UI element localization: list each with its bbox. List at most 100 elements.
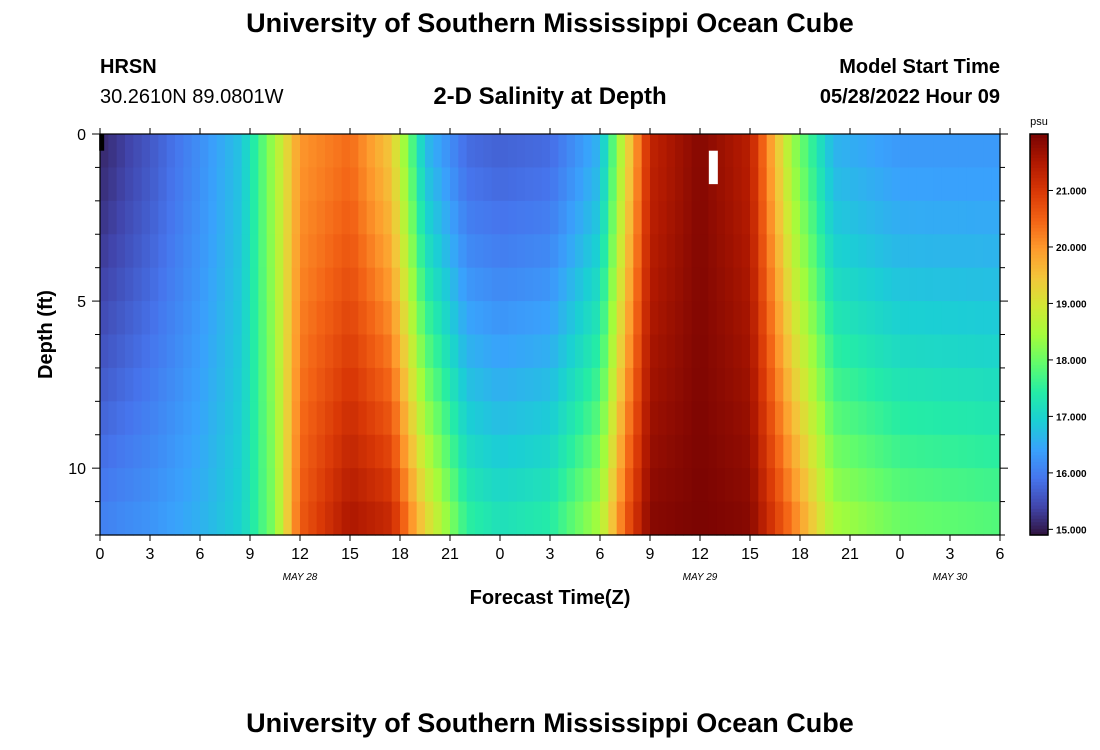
heatmap-cell bbox=[916, 267, 926, 302]
colorbar-segment bbox=[1030, 498, 1048, 503]
heatmap-cell bbox=[608, 501, 618, 536]
heatmap-cell bbox=[566, 468, 576, 503]
heatmap-cell bbox=[333, 501, 343, 536]
heatmap-cell bbox=[691, 267, 701, 302]
heatmap-cell bbox=[391, 367, 401, 402]
heatmap-cell bbox=[991, 468, 1001, 503]
heatmap-cell bbox=[900, 401, 909, 436]
heatmap-cell bbox=[225, 501, 234, 536]
heatmap-cell bbox=[575, 501, 584, 536]
heatmap-cell bbox=[941, 167, 951, 202]
heatmap-cell bbox=[750, 367, 759, 402]
heatmap-cell bbox=[341, 200, 351, 235]
heatmap-cell bbox=[650, 401, 659, 436]
heatmap-cell bbox=[241, 334, 251, 369]
heatmap-cell bbox=[716, 434, 726, 469]
heatmap-cell bbox=[291, 200, 301, 235]
heatmap-cell bbox=[983, 301, 993, 336]
heatmap-cell bbox=[825, 167, 834, 202]
heatmap-cell bbox=[416, 267, 426, 302]
heatmap-cell bbox=[866, 367, 876, 402]
colorbar-tick-label: 17.000 bbox=[1056, 412, 1087, 423]
heatmap-cell bbox=[583, 267, 593, 302]
heatmap-cell bbox=[600, 434, 609, 469]
heatmap-cell bbox=[250, 434, 259, 469]
heatmap-cell bbox=[608, 200, 618, 235]
heatmap-cell bbox=[975, 501, 984, 536]
heatmap-cell bbox=[133, 367, 143, 402]
heatmap-cell bbox=[716, 234, 726, 269]
heatmap-cell bbox=[708, 267, 718, 302]
heatmap-cell bbox=[566, 267, 576, 302]
heatmap-cell bbox=[816, 501, 826, 536]
heatmap-cell bbox=[250, 167, 259, 202]
heatmap-cell bbox=[283, 267, 293, 302]
heatmap-cell bbox=[425, 301, 434, 336]
heatmap-cell bbox=[208, 334, 218, 369]
colorbar-segment bbox=[1030, 521, 1048, 526]
heatmap-cell bbox=[625, 434, 634, 469]
heatmap-cell bbox=[883, 434, 893, 469]
heatmap-cell bbox=[333, 134, 343, 169]
heatmap-cell bbox=[308, 401, 318, 436]
heatmap-cell bbox=[641, 434, 651, 469]
heatmap-cell bbox=[700, 200, 709, 235]
heatmap-cell bbox=[533, 401, 543, 436]
heatmap-cell bbox=[416, 468, 426, 503]
heatmap-cell bbox=[475, 200, 484, 235]
heatmap-cell bbox=[766, 434, 776, 469]
heatmap-cell bbox=[925, 134, 934, 169]
heatmap-cell bbox=[158, 468, 168, 503]
heatmap-cell bbox=[258, 200, 268, 235]
heatmap-cell bbox=[158, 267, 168, 302]
heatmap-cell bbox=[283, 468, 293, 503]
heatmap-cell bbox=[550, 334, 559, 369]
heatmap-cell bbox=[225, 401, 234, 436]
heatmap-cell bbox=[850, 434, 859, 469]
heatmap-cell bbox=[766, 468, 776, 503]
heatmap-cell bbox=[541, 234, 551, 269]
heatmap-cell bbox=[450, 434, 459, 469]
heatmap-cell bbox=[275, 234, 284, 269]
y-axis-label: Depth (ft) bbox=[35, 290, 57, 379]
colorbar-segment bbox=[1030, 428, 1048, 433]
heatmap-cell bbox=[775, 200, 784, 235]
colorbar-segment bbox=[1030, 137, 1048, 142]
heatmap-cell bbox=[166, 334, 176, 369]
heatmap-cell bbox=[216, 334, 226, 369]
heatmap-cell bbox=[125, 501, 134, 536]
colorbar-segment bbox=[1030, 240, 1048, 245]
heatmap-cell bbox=[741, 334, 751, 369]
heatmap-cell bbox=[408, 401, 418, 436]
heatmap-cell bbox=[933, 301, 943, 336]
heatmap-cell bbox=[275, 367, 284, 402]
heatmap-cell bbox=[166, 468, 176, 503]
heatmap-cell bbox=[866, 401, 876, 436]
heatmap-cell bbox=[291, 434, 301, 469]
heatmap-cell bbox=[850, 468, 859, 503]
heatmap-cell bbox=[275, 134, 284, 169]
heatmap-cell bbox=[616, 167, 626, 202]
heatmap-cell bbox=[550, 501, 559, 536]
heatmap-cell bbox=[175, 401, 184, 436]
heatmap-cell bbox=[141, 267, 151, 302]
heatmap-cell bbox=[658, 134, 668, 169]
heatmap-cell bbox=[816, 167, 826, 202]
heatmap-cell bbox=[833, 401, 843, 436]
heatmap-cell bbox=[483, 334, 493, 369]
heatmap-cell bbox=[991, 134, 1001, 169]
heatmap-cell bbox=[758, 134, 768, 169]
heatmap-cell bbox=[883, 200, 893, 235]
heatmap-cell bbox=[466, 134, 476, 169]
heatmap-cell bbox=[666, 200, 676, 235]
heatmap-cell bbox=[316, 501, 326, 536]
heatmap-cell bbox=[450, 334, 459, 369]
heatmap-cell bbox=[808, 267, 818, 302]
heatmap-cell bbox=[425, 367, 434, 402]
heatmap-cell bbox=[708, 167, 718, 202]
heatmap-cell bbox=[491, 134, 501, 169]
heatmap-cell bbox=[508, 367, 518, 402]
heatmap-cell bbox=[733, 401, 743, 436]
heatmap-cell bbox=[133, 468, 143, 503]
heatmap-cell bbox=[683, 301, 693, 336]
